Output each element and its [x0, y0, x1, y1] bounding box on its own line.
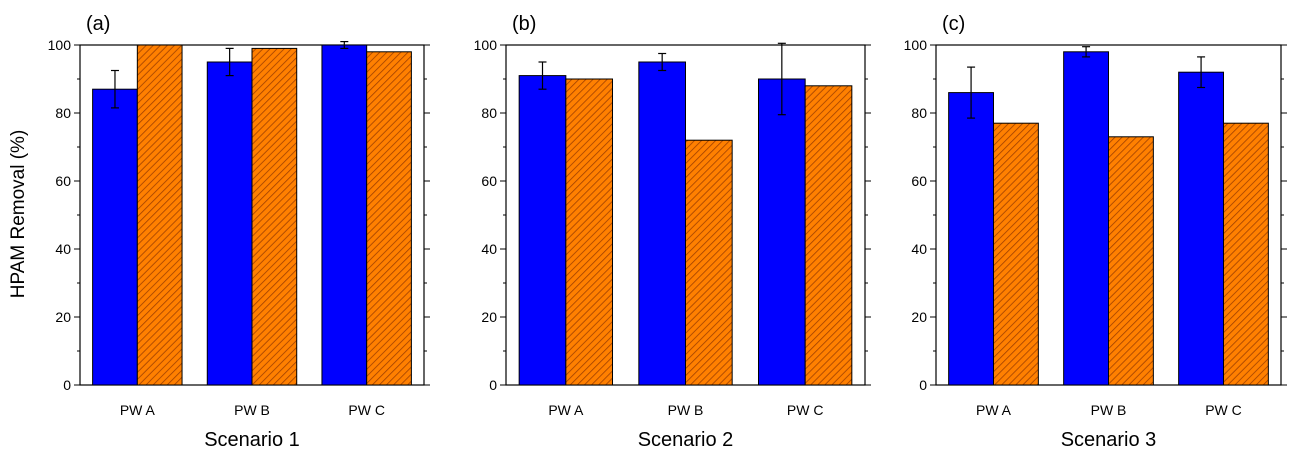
bar-pw-a-series-2 — [565, 78, 614, 386]
x-tick-label: PW A — [120, 402, 156, 418]
y-axis-label: HPAM Removal (%) — [8, 130, 29, 299]
bar-pw-c-series-1 — [1178, 71, 1225, 386]
bar-pw-a-series-1 — [518, 75, 567, 386]
x-tick-label: PW C — [348, 402, 385, 418]
panel-label: (a) — [86, 13, 110, 35]
bar-pw-a-series-2 — [136, 44, 183, 386]
x-tick-label: PW A — [548, 402, 584, 418]
x-tick-label: PW B — [1091, 402, 1127, 418]
panel-1: 0 20 40 60 80 100 PW A PW B PW C (a) Scenario 1 — [48, 13, 430, 450]
y-tick-label: 80 — [55, 105, 71, 121]
bar-pw-c-series-2 — [804, 85, 853, 386]
y-tick-label: 20 — [481, 309, 497, 325]
x-tick-label: PW C — [787, 402, 824, 418]
bar-pw-a-series-1 — [948, 92, 995, 386]
bar-pw-b-series-1 — [206, 61, 253, 386]
y-tick-label: 100 — [474, 37, 498, 53]
y-tick-label: 40 — [55, 241, 71, 257]
y-tick-label: 20 — [911, 309, 927, 325]
y-tick-label: 60 — [911, 173, 927, 189]
y-tick-label: 60 — [55, 173, 71, 189]
x-tick-label: PW B — [668, 402, 704, 418]
bar-pw-c-series-2 — [1223, 122, 1269, 386]
y-tick-label: 60 — [481, 173, 497, 189]
chart-panels: 0 20 40 60 80 100 PW A PW B PW C (a) Scenario 1 0 20… — [48, 13, 1287, 450]
bar-pw-b-series-1 — [1063, 51, 1110, 386]
x-tick-label: PW C — [1205, 402, 1242, 418]
bar-pw-b-series-1 — [638, 61, 687, 386]
x-axis-title: Scenario 2 — [638, 429, 734, 450]
y-tick-label: 100 — [904, 37, 928, 53]
bar-pw-b-series-2 — [1108, 136, 1154, 386]
y-tick-label: 0 — [919, 377, 927, 393]
x-axis-title: Scenario 1 — [204, 429, 300, 450]
x-tick-label: PW A — [976, 402, 1012, 418]
y-tick-label: 80 — [481, 105, 497, 121]
bar-pw-c-series-1 — [757, 78, 806, 386]
x-axis-title: Scenario 3 — [1061, 429, 1157, 450]
bar-pw-a-series-2 — [993, 122, 1039, 386]
bar-pw-a-series-1 — [92, 88, 138, 386]
bar-pw-b-series-2 — [251, 47, 298, 386]
y-tick-label: 100 — [48, 37, 72, 53]
y-tick-label: 80 — [911, 105, 927, 121]
y-tick-label: 0 — [63, 377, 71, 393]
x-tick-label: PW B — [234, 402, 270, 418]
y-tick-label: 40 — [481, 241, 497, 257]
bar-pw-b-series-2 — [685, 139, 733, 386]
panel-label: (b) — [512, 13, 536, 35]
panel-3: 0 20 40 60 80 100 PW A PW B PW C (c) Scenario 3 — [904, 13, 1287, 450]
bar-pw-c-series-1 — [321, 44, 368, 386]
bar-pw-c-series-2 — [366, 51, 412, 386]
y-tick-label: 20 — [55, 309, 71, 325]
y-tick-label: 0 — [489, 377, 497, 393]
y-tick-label: 40 — [911, 241, 927, 257]
panel-label: (c) — [942, 13, 965, 35]
panel-2: 0 20 40 60 80 100 PW A PW B PW C (b) Scenario 2 — [474, 13, 871, 450]
